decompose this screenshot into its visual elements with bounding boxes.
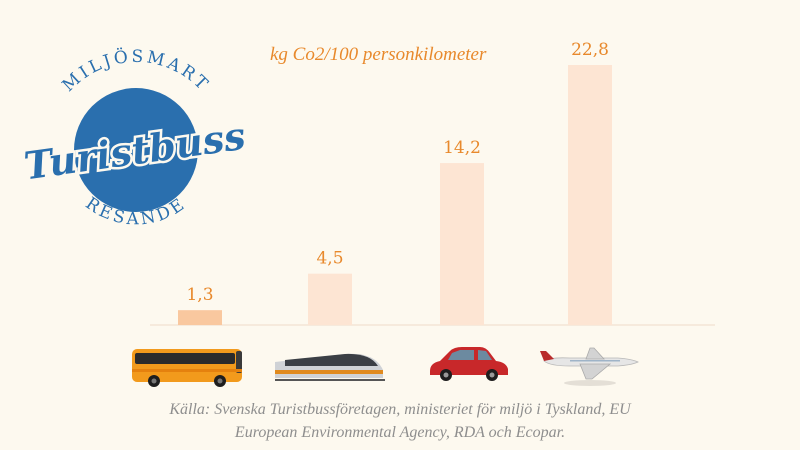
miljosmart-logo: MILJÖSMART RESANDE Turistbuss bbox=[19, 46, 251, 230]
bar-3 bbox=[440, 163, 484, 325]
bar-2 bbox=[308, 273, 352, 325]
bus-icon bbox=[132, 349, 242, 387]
source-line-2: European Environmental Agency, RDA och E… bbox=[234, 424, 566, 441]
source-line-1: Källa: Svenska Turistbussföretagen, mini… bbox=[169, 401, 631, 418]
bar-1 bbox=[178, 310, 222, 325]
car-icon bbox=[430, 347, 508, 381]
bar-value-label-2: 4,5 bbox=[316, 249, 343, 269]
bar-value-label-1: 1,3 bbox=[186, 285, 213, 305]
source-note: Källa: Svenska Turistbussföretagen, mini… bbox=[0, 398, 800, 444]
bar-4 bbox=[568, 65, 612, 325]
bar-value-label-3: 14,2 bbox=[443, 138, 481, 158]
logo-circle bbox=[74, 88, 198, 212]
bar-value-label-4: 22,8 bbox=[571, 40, 609, 60]
airplane-icon bbox=[540, 347, 639, 386]
chart-title: kg Co2/100 personkilometer bbox=[270, 44, 487, 65]
train-icon bbox=[275, 353, 385, 381]
